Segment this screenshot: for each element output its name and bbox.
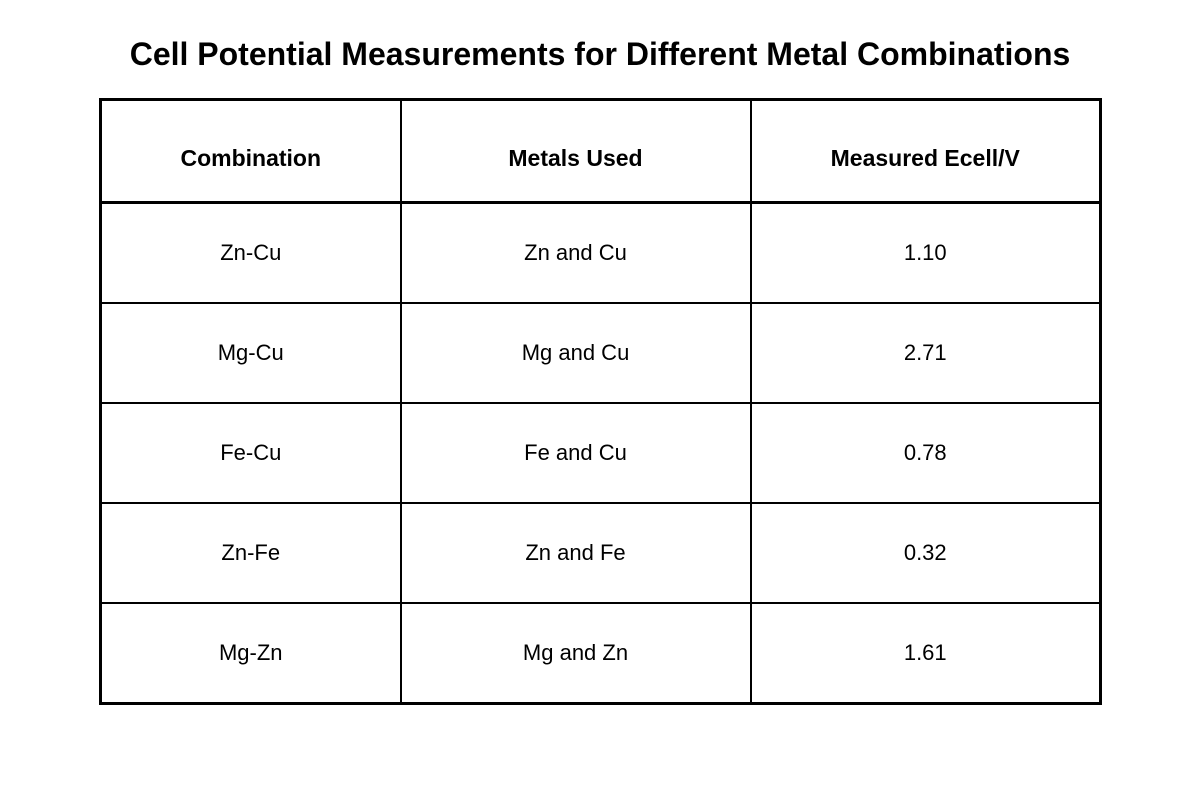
table-row: Zn-Fe Zn and Fe 0.32 — [99, 503, 1102, 604]
table-cell: 1.10 — [749, 202, 1102, 304]
table-row: Fe-Cu Fe and Cu 0.78 — [99, 403, 1102, 504]
table-row: Mg-Zn Mg and Zn 1.61 — [99, 603, 1102, 705]
table-cell: Fe and Cu — [399, 403, 752, 504]
table-cell: Mg and Zn — [399, 603, 752, 705]
table-cell: Fe-Cu — [99, 403, 402, 504]
data-table: Combination Metals Used Measured Ecell/V… — [99, 98, 1102, 705]
table-cell: 1.61 — [749, 603, 1102, 705]
column-header-metals-used: Metals Used — [399, 99, 752, 204]
table-cell: Mg-Zn — [99, 603, 402, 705]
column-header-measured-ecell: Measured Ecell/V — [749, 99, 1102, 204]
header-row: Combination Metals Used Measured Ecell/V — [99, 99, 1102, 204]
table-cell: 2.71 — [749, 303, 1102, 404]
table-cell: Mg-Cu — [99, 303, 402, 404]
table-cell: 0.78 — [749, 403, 1102, 504]
column-header-combination: Combination — [99, 99, 402, 204]
table-cell: Mg and Cu — [399, 303, 752, 404]
table-cell: Zn and Cu — [399, 202, 752, 304]
table-cell: Zn and Fe — [399, 503, 752, 604]
table-title: Cell Potential Measurements for Differen… — [129, 36, 1071, 72]
table-cell: Zn-Cu — [99, 202, 402, 304]
table-cell: Zn-Fe — [99, 503, 402, 604]
table-cell: 0.32 — [749, 503, 1102, 604]
table-row: Zn-Cu Zn and Cu 1.10 — [99, 202, 1102, 304]
table-row: Mg-Cu Mg and Cu 2.71 — [99, 303, 1102, 404]
